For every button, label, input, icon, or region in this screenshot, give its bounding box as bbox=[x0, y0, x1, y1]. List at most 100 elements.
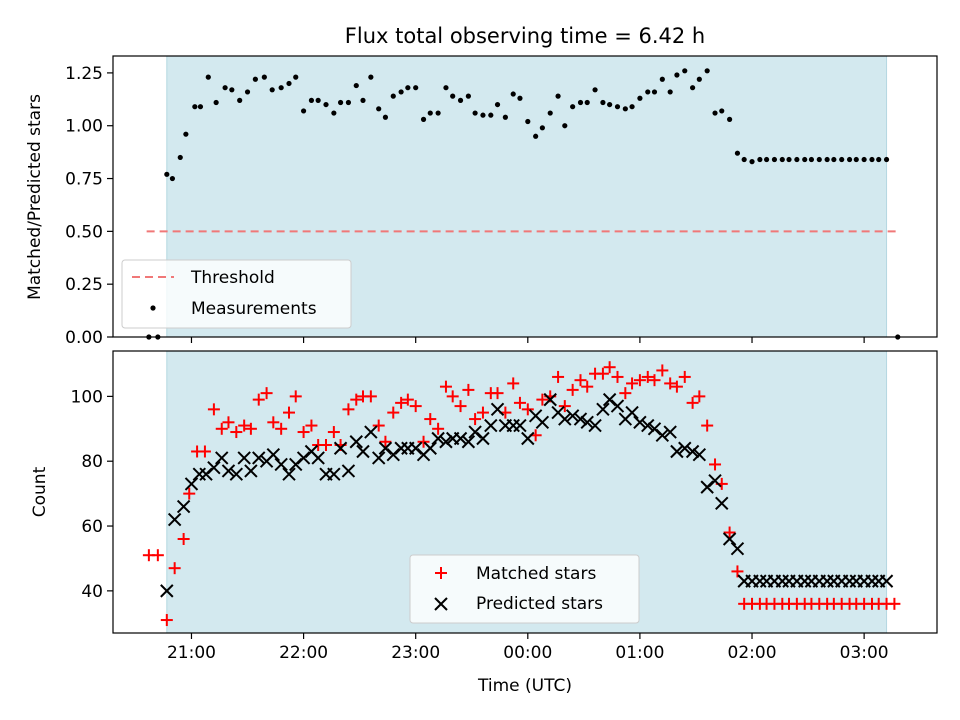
predicted-stars-point bbox=[423, 441, 437, 455]
x-axis-label: Time (UTC) bbox=[477, 676, 572, 696]
predicted-stars-point bbox=[221, 464, 236, 478]
y-tick-label: 1.25 bbox=[65, 64, 103, 84]
measurements-point bbox=[420, 116, 427, 122]
measurements-point bbox=[244, 89, 251, 95]
matched-stars-point bbox=[409, 400, 422, 413]
measurements-point bbox=[269, 87, 275, 93]
measurements-point bbox=[192, 104, 198, 110]
predicted-stars-point bbox=[558, 412, 572, 426]
matched-stars-point bbox=[701, 419, 714, 432]
measurements-point bbox=[517, 95, 523, 101]
count-legend: Matched stars Predicted stars bbox=[409, 554, 640, 624]
measurements-point bbox=[839, 156, 845, 163]
legend-matched-label: Matched stars bbox=[476, 564, 596, 584]
measurements-point bbox=[413, 85, 419, 91]
matched-stars-point bbox=[446, 390, 459, 403]
matched-stars-point bbox=[648, 374, 661, 387]
matched-stars-point bbox=[244, 422, 257, 435]
matched-stars-point bbox=[469, 413, 482, 426]
legend-matched-swatch bbox=[435, 567, 447, 579]
matched-stars-point bbox=[619, 387, 632, 400]
measurements-point bbox=[808, 156, 815, 163]
predicted-stars-point bbox=[274, 457, 288, 472]
predicted-stars-point bbox=[327, 467, 341, 481]
matched-stars-point bbox=[566, 383, 579, 396]
matched-stars-point bbox=[596, 367, 609, 380]
measurements-point bbox=[465, 93, 471, 99]
matched-stars-point bbox=[177, 533, 190, 545]
measurements-point bbox=[637, 95, 643, 101]
count-panel: Count Time (UTC) 40 60 80 100 21:00 22:00 23:0… bbox=[30, 350, 938, 696]
matched-stars-point bbox=[424, 413, 437, 426]
matched-stars-point bbox=[275, 422, 288, 435]
x-tick-label: 21:00 bbox=[167, 643, 216, 663]
measurements-point bbox=[353, 82, 359, 89]
predicted-stars-point bbox=[610, 399, 625, 413]
measurements-point bbox=[794, 156, 800, 163]
predicted-stars-point bbox=[229, 467, 244, 481]
matched-stars-point bbox=[678, 370, 691, 383]
measurements-point bbox=[533, 133, 539, 139]
predicted-stars-point bbox=[715, 496, 729, 511]
legend-measurements-label: Measurements bbox=[191, 299, 317, 319]
measurements-point bbox=[607, 101, 613, 108]
predicted-stars-point bbox=[461, 435, 476, 449]
measurements-point bbox=[525, 118, 531, 125]
count-legend-box bbox=[409, 554, 640, 624]
measurements-point bbox=[229, 87, 235, 93]
measurements-point bbox=[398, 89, 404, 95]
predicted-stars-point bbox=[513, 418, 527, 433]
matched-stars-point bbox=[168, 562, 181, 575]
predicted-stars-point bbox=[167, 512, 182, 527]
predicted-stars-point bbox=[207, 460, 221, 475]
measurements-point bbox=[824, 156, 830, 163]
matched-stars-point bbox=[693, 390, 706, 403]
measurements-point bbox=[726, 116, 733, 122]
predicted-stars-point bbox=[364, 425, 378, 439]
predicted-stars-point bbox=[490, 402, 505, 417]
measurements-point bbox=[749, 159, 755, 165]
x-tick-label: 23:00 bbox=[391, 643, 440, 663]
matched-stars-point bbox=[401, 393, 414, 406]
measurements-point bbox=[494, 101, 501, 108]
measurements-point bbox=[450, 93, 456, 99]
measurements-point bbox=[368, 74, 374, 80]
matched-stars-point bbox=[731, 565, 744, 578]
predicted-stars-point bbox=[311, 451, 325, 465]
measurements-point bbox=[734, 150, 741, 156]
legend-threshold-label: Threshold bbox=[190, 268, 275, 288]
matched-stars-point bbox=[230, 426, 243, 439]
y-tick-label: 0.00 bbox=[65, 328, 103, 348]
y-tick-label: 1.00 bbox=[65, 117, 103, 137]
measurements-point bbox=[237, 97, 243, 103]
predicted-stars-point bbox=[215, 451, 229, 465]
measurements-point bbox=[390, 93, 396, 99]
measurements-point bbox=[696, 76, 702, 82]
measurements-point bbox=[457, 97, 464, 103]
matched-stars-point bbox=[664, 377, 677, 390]
measurements-point bbox=[222, 85, 228, 91]
y-axis-label-count: Count bbox=[30, 466, 50, 517]
measurements-point bbox=[480, 112, 486, 118]
measurements-point bbox=[427, 110, 433, 116]
matched-stars-point bbox=[198, 445, 211, 458]
measurements-point bbox=[763, 156, 770, 163]
matched-stars-point bbox=[476, 406, 489, 419]
matched-stars-point bbox=[283, 406, 296, 419]
matched-stars-point bbox=[709, 458, 722, 471]
matched-stars-point bbox=[558, 400, 571, 413]
measurements-point bbox=[293, 74, 299, 80]
measurements-point bbox=[869, 156, 875, 163]
matched-stars-point bbox=[513, 396, 526, 409]
measurements-point bbox=[382, 114, 389, 120]
measurements-point bbox=[197, 104, 204, 110]
legend-predicted-swatch bbox=[434, 597, 448, 611]
measurements-point bbox=[405, 85, 411, 91]
matched-stars-point bbox=[603, 361, 616, 374]
measurements-point bbox=[164, 171, 170, 177]
matched-stars-point bbox=[350, 393, 363, 406]
measurements-point bbox=[861, 156, 867, 163]
matched-stars-point bbox=[395, 396, 408, 409]
y-tick-label: 80 bbox=[81, 452, 103, 472]
matched-stars-point bbox=[626, 377, 639, 390]
